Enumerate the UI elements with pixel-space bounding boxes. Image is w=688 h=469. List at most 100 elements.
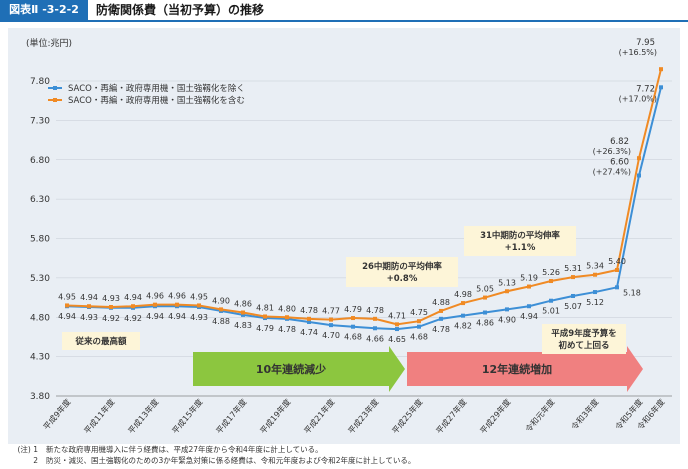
increase-arrow-label: 12年連続増加 xyxy=(482,362,552,376)
data-point xyxy=(615,285,619,290)
x-tick-label: 平成29年度 xyxy=(478,397,513,436)
data-point xyxy=(461,313,465,318)
data-label: 4.92 xyxy=(124,314,142,323)
x-tick-label: 平成21年度 xyxy=(302,397,337,436)
data-point xyxy=(307,319,311,324)
x-tick-label: 平成15年度 xyxy=(170,397,205,436)
data-label: 7.72 xyxy=(636,84,655,94)
callout-avg26-text: 26中期防の平均伸率 xyxy=(362,261,442,272)
data-point xyxy=(329,317,333,322)
data-label: 4.66 xyxy=(366,334,384,343)
figure-number: 図表Ⅱ -3-2-2 xyxy=(0,0,88,20)
data-point xyxy=(131,304,135,309)
data-point xyxy=(505,289,509,294)
figure-title: 防衛関係費（当初予算）の推移 xyxy=(96,3,265,17)
data-label: 4.93 xyxy=(102,294,120,303)
legend-marker xyxy=(53,86,57,90)
y-tick-label: 6.80 xyxy=(30,156,50,166)
data-label: 4.82 xyxy=(454,322,472,331)
callout-avg31 xyxy=(464,226,576,256)
data-point xyxy=(439,316,443,321)
data-label: 4.83 xyxy=(234,321,252,330)
growth-label: (+27.4%) xyxy=(593,168,631,177)
legend-label: SACO・再編・政府専用機・国土強靱化を除く xyxy=(68,83,245,94)
growth-label: (+26.3%) xyxy=(593,147,631,156)
callout-avg26 xyxy=(346,257,458,287)
data-label: 5.13 xyxy=(498,278,516,287)
x-tick-label: 令和3年度 xyxy=(569,397,601,432)
data-point xyxy=(439,308,443,313)
data-label: 4.65 xyxy=(388,335,406,344)
data-point xyxy=(219,307,223,312)
data-label: 5.26 xyxy=(542,268,560,277)
data-label: 5.05 xyxy=(476,285,494,294)
data-point xyxy=(593,290,597,295)
data-label: 5.34 xyxy=(586,262,604,271)
data-label: 5.18 xyxy=(623,288,641,297)
data-label: 4.96 xyxy=(168,292,186,301)
legend-marker xyxy=(53,98,57,102)
y-tick-label: 6.30 xyxy=(30,195,50,205)
series-line xyxy=(66,87,662,331)
data-point xyxy=(65,303,69,308)
data-label: 4.78 xyxy=(300,306,318,315)
data-label: 4.94 xyxy=(124,293,142,302)
callout-avg26-text: +0.8% xyxy=(387,274,418,284)
data-point xyxy=(417,324,421,329)
data-label: 4.88 xyxy=(212,317,230,326)
data-point xyxy=(153,302,157,307)
decrease-arrow-label: 10年連続減少 xyxy=(256,362,326,376)
data-point xyxy=(351,316,355,321)
y-tick-label: 7.30 xyxy=(30,116,50,126)
data-point xyxy=(483,295,487,300)
data-label: 4.86 xyxy=(234,300,252,309)
callout-peak xyxy=(62,332,140,350)
figure-header: 図表Ⅱ -3-2-2 防衛関係費（当初予算）の推移 xyxy=(0,0,688,22)
data-label: 4.78 xyxy=(366,306,384,315)
y-tick-label: 4.30 xyxy=(30,353,50,363)
callout-avg31-text: 31中期防の平均伸率 xyxy=(480,230,560,241)
data-point xyxy=(241,312,245,317)
data-label: 4.95 xyxy=(190,292,208,301)
data-label: 4.94 xyxy=(80,293,98,302)
data-label: 4.93 xyxy=(190,313,208,322)
data-point xyxy=(571,275,575,280)
data-point xyxy=(549,298,553,303)
legend-label: SACO・再編・政府専用機・国土強靱化を含む xyxy=(68,95,245,106)
data-label: 4.78 xyxy=(278,325,296,334)
data-point xyxy=(395,322,399,327)
x-tick-label: 平成25年度 xyxy=(390,397,425,436)
data-label: 4.79 xyxy=(256,324,274,333)
data-point xyxy=(505,307,509,312)
data-label: 4.90 xyxy=(212,296,230,305)
x-tick-label: 平成11年度 xyxy=(82,397,117,436)
data-label: 6.82 xyxy=(610,137,629,147)
data-label: 5.07 xyxy=(564,302,582,311)
data-label: 5.40 xyxy=(608,257,626,266)
data-point xyxy=(373,316,377,321)
data-label: 4.81 xyxy=(256,303,274,312)
note-row: (注) 1 新たな政府専用機導入に伴う経費は、平成27年度から令和4年度に計上し… xyxy=(6,444,686,455)
x-tick-label: 平成13年度 xyxy=(126,397,161,436)
y-tick-label: 5.80 xyxy=(30,235,50,245)
data-point xyxy=(593,272,597,277)
data-point xyxy=(87,304,91,309)
note-row: 2 防災・減災、国土強靱化のための3か年緊急対策に係る経費は、令和元年度および令… xyxy=(6,455,686,466)
data-label: 4.80 xyxy=(278,304,296,313)
data-label: 4.75 xyxy=(410,308,428,317)
data-label: 4.94 xyxy=(520,312,538,321)
data-point xyxy=(263,314,267,319)
data-label: 4.95 xyxy=(58,292,76,301)
unit-label: (単位:兆円) xyxy=(26,37,72,49)
data-point xyxy=(659,67,663,72)
growth-label: (+16.5%) xyxy=(619,48,657,57)
increase-arrow xyxy=(407,346,643,392)
data-label: 4.68 xyxy=(410,333,428,342)
data-point xyxy=(241,310,245,315)
data-label: 4.94 xyxy=(58,312,76,321)
x-tick-label: 令和元年度 xyxy=(523,397,556,434)
data-label: 4.79 xyxy=(344,305,362,314)
data-point xyxy=(329,323,333,328)
line-chart: (単位:兆円) 7.80 7.30 6.80 6.30 5.80 5.30 4.80 4.30 3… xyxy=(26,37,672,436)
data-point xyxy=(461,301,465,306)
